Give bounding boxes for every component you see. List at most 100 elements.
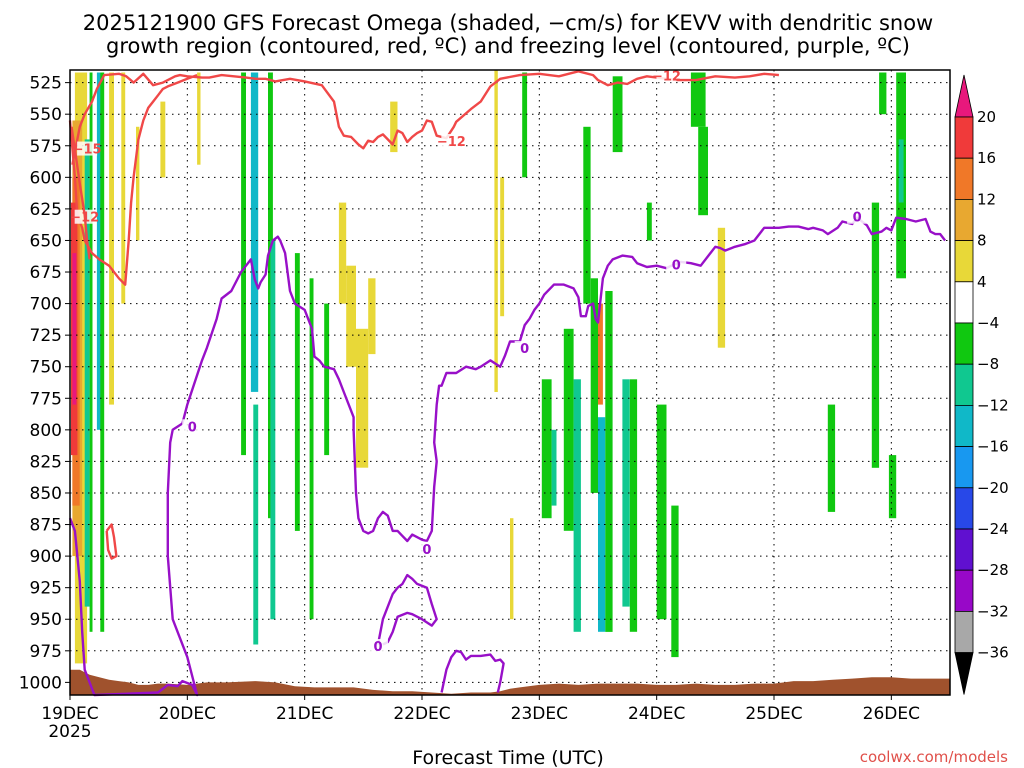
omega-shade-region-51 — [888, 455, 897, 519]
contour-label-bg — [182, 419, 203, 434]
omega-shade-region-7 — [96, 72, 102, 430]
contour-dgz-small-loop — [105, 523, 118, 560]
omega-shade-region-27 — [494, 70, 498, 392]
omega-shade-region-32 — [551, 429, 557, 506]
omega-shade-region-49 — [827, 404, 836, 512]
contour-label-bg — [656, 68, 677, 83]
contour-label-freezing-level-2: 0 — [672, 259, 681, 274]
colorbar-swatch-5 — [954, 281, 974, 324]
contour-label-bg — [847, 209, 868, 224]
y-tick-label-800: 800 — [30, 421, 62, 441]
omega-shade-region-35 — [583, 126, 591, 304]
colorbar-label-11: −28 — [977, 561, 1009, 579]
x-tick-label-24DEC: 24DEC — [628, 704, 685, 724]
contour-label-freezing-level-lower-loop-0: 0 — [373, 640, 382, 655]
omega-shade-region-9 — [109, 72, 114, 405]
omega-shade-region-42 — [629, 379, 638, 632]
y-tick-label-900: 900 — [30, 547, 62, 567]
omega-shade-region-54 — [898, 139, 904, 203]
contour-label-freezing-level-0: 0 — [188, 420, 197, 435]
contour-label-dgz-minus12-upper-0: −12 — [437, 135, 466, 150]
y-tick-label-575: 575 — [30, 137, 62, 157]
omega-shade-region-19 — [294, 253, 300, 531]
pressure-axis: 525 550 575 600 625 650 675 700 725 750 775 800 825 8… — [19, 74, 70, 693]
omega-shade-region-24 — [356, 328, 369, 468]
omega-shade-region-11 — [136, 126, 140, 241]
omega-shade-region-20 — [309, 278, 314, 620]
colorbar-swatch-1 — [954, 116, 974, 159]
omega-shade-region-8 — [100, 72, 105, 632]
colorbar-swatch-9 — [954, 446, 974, 489]
omega-shade-region-6 — [89, 72, 93, 632]
contour-label-bg — [441, 133, 462, 148]
colorbar-swatch-13 — [954, 611, 974, 654]
x-tick-label-20DEC: 20DEC — [159, 704, 216, 724]
x-tick-label-21DEC: 21DEC — [276, 704, 333, 724]
omega-shade-region-12 — [160, 101, 166, 178]
x-tick-sublabel-year: 2025 — [48, 722, 91, 742]
chart-title-line-2: growth region (contoured, red, ºC) and f… — [106, 34, 910, 58]
y-tick-label-975: 975 — [30, 642, 62, 662]
colorbar-label-7: −12 — [977, 396, 1009, 414]
plot-frame — [69, 69, 951, 696]
omega-shade-region-25 — [368, 278, 376, 355]
y-tick-label-775: 775 — [30, 389, 62, 409]
omega-shade-region-10 — [121, 72, 126, 304]
omega-shade-region-52 — [879, 72, 887, 115]
y-tick-label-675: 675 — [30, 263, 62, 283]
omega-shade-region-34 — [573, 379, 581, 632]
contour-label-bg — [77, 141, 98, 156]
colorbar-swatch-11 — [954, 528, 974, 571]
contour-label-freezing-level-3: 0 — [853, 211, 862, 226]
y-tick-label-875: 875 — [30, 516, 62, 536]
colorbar-label-10: −24 — [977, 520, 1009, 538]
contour-dgz-minus12-upper — [71, 70, 780, 165]
contour-freezing-level — [68, 216, 947, 697]
omega-shade-region-29 — [510, 518, 514, 620]
y-tick-label-1000: 1000 — [19, 673, 62, 693]
y-tick-label-950: 950 — [30, 610, 62, 630]
colorbar-swatch-10 — [954, 487, 974, 530]
surface-terrain — [70, 669, 950, 695]
contour-label-dgz-minus12-upper-1: −12 — [652, 69, 681, 84]
omega-shade-region-18 — [270, 240, 276, 620]
colorbar-label-8: −16 — [977, 438, 1009, 456]
y-tick-label-925: 925 — [30, 579, 62, 599]
x-tick-label-23DEC: 23DEC — [511, 704, 568, 724]
x-tick-label-22DEC: 22DEC — [393, 704, 450, 724]
omega-shade-region-48 — [717, 227, 726, 348]
contour-label-freezing-level-4: 0 — [422, 543, 431, 558]
colorbar-label-2: 12 — [977, 190, 996, 208]
colorbar-bottom-arrow — [954, 652, 974, 695]
omega-shade-region-14 — [241, 72, 246, 456]
omega-shade-region-28 — [500, 177, 505, 317]
y-tick-label-750: 750 — [30, 358, 62, 378]
contour-dgz-minus15 — [70, 126, 91, 260]
omega-shade-region-45 — [671, 505, 679, 658]
x-axis-label: Forecast Time (UTC) — [412, 747, 603, 768]
colorbar-label-9: −20 — [977, 479, 1009, 497]
colorbar-label-1: 16 — [977, 149, 996, 167]
omega-shade-region-38 — [598, 417, 606, 632]
chart-title: 2025121900 GFS Forecast Omega (shaded, −… — [83, 11, 933, 58]
x-tick-label-25DEC: 25DEC — [745, 704, 802, 724]
omega-shade-region-15 — [250, 72, 259, 392]
omega-shade-region-39 — [605, 291, 613, 632]
omega-shade-region-41 — [622, 379, 630, 607]
omega-shade-region-40 — [612, 76, 623, 153]
colorbar-label-5: −4 — [977, 314, 999, 332]
credit-text: coolwx.com/models — [860, 748, 1008, 766]
omega-shade-region-30 — [522, 72, 528, 178]
y-tick-label-625: 625 — [30, 200, 62, 220]
contour-freezing-level-surface-bump — [440, 649, 505, 693]
y-tick-label-600: 600 — [30, 168, 62, 188]
colorbar-label-0: 20 — [977, 108, 996, 126]
colorbar: 20 16 12 8 4 −4 −8 −12 −16 −20 −24 −28 −32 −36 — [954, 74, 1009, 695]
omega-shade-region-44 — [656, 404, 667, 620]
colorbar-label-12: −32 — [977, 602, 1009, 620]
contour-label-bg — [416, 541, 437, 556]
contour-label-freezing-level-1: 0 — [520, 342, 529, 357]
colorbar-swatch-3 — [954, 198, 974, 241]
